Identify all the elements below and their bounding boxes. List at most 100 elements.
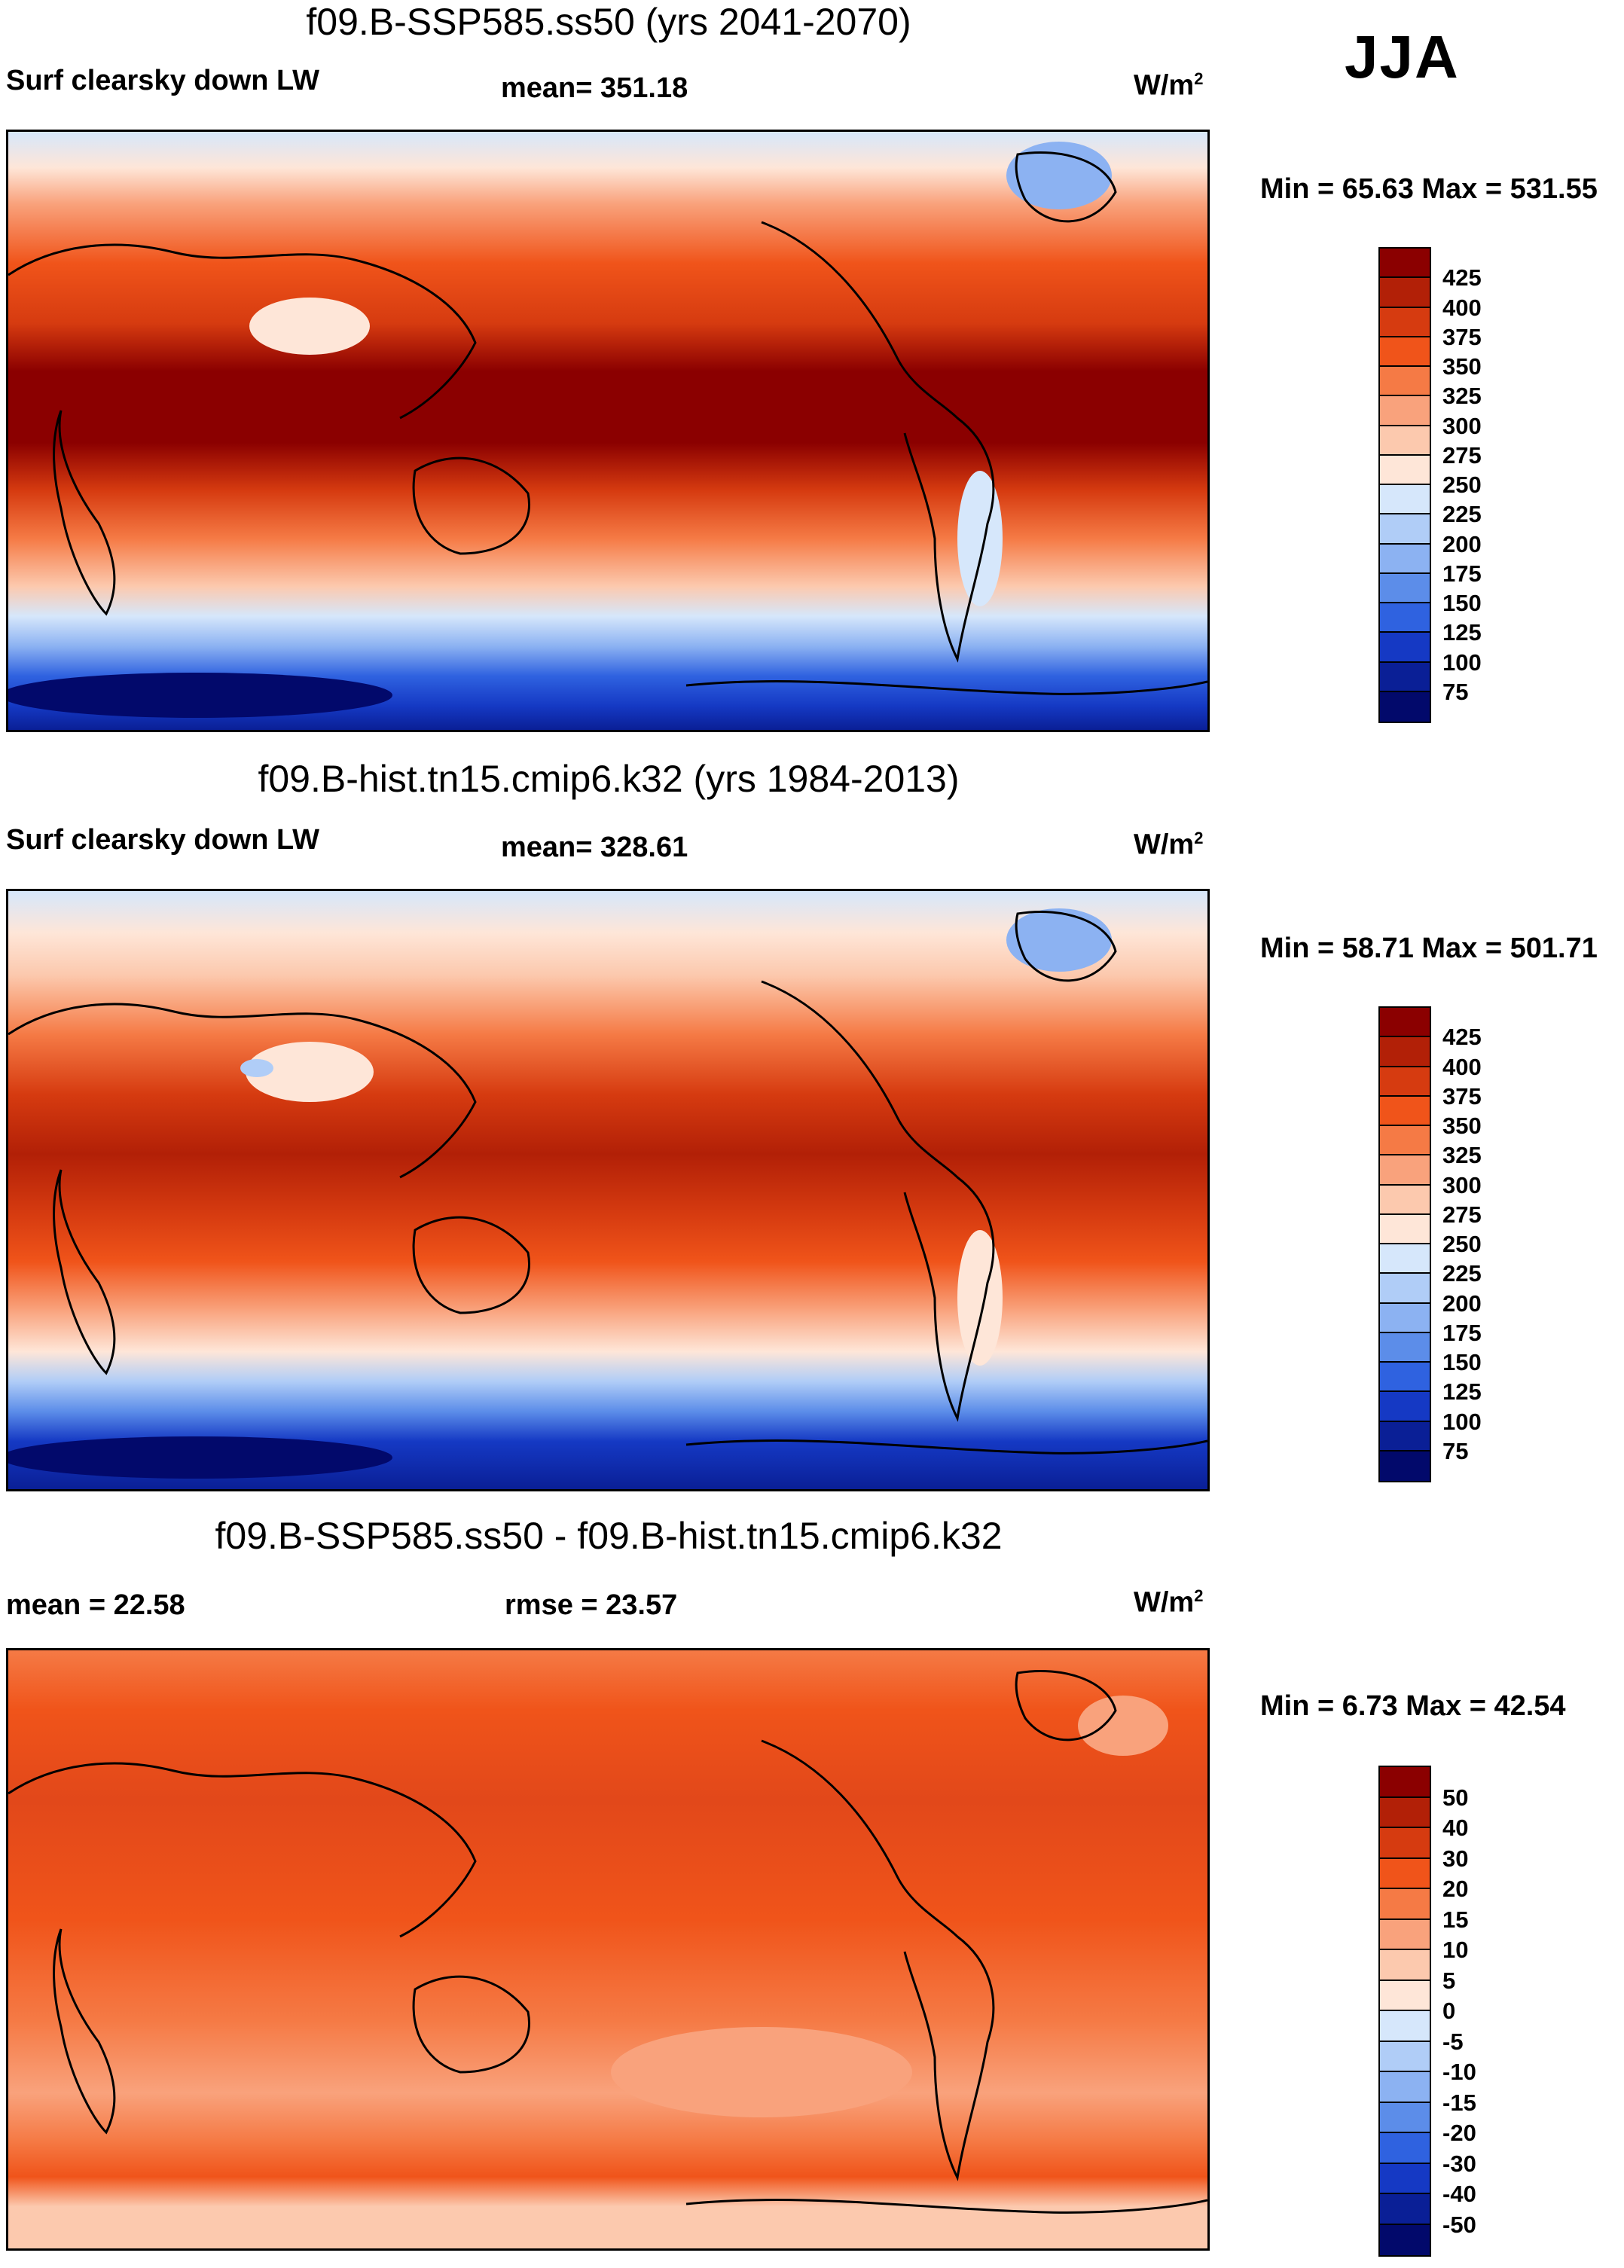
panel-3-minmax: Min = 6.73 Max = 42.54 bbox=[1260, 1690, 1566, 1722]
panel-2-minmax: Min = 58.71 Max = 501.71 bbox=[1260, 933, 1598, 964]
colorbar-tick-label: 75 bbox=[1442, 1437, 1469, 1464]
panel-3-map bbox=[6, 1648, 1210, 2251]
colorbar-tick-label: 100 bbox=[1442, 1408, 1482, 1435]
colorbar-tick-label: 200 bbox=[1442, 1290, 1482, 1317]
panel-1-tibet-plateau bbox=[249, 298, 370, 355]
panel-1-variable-label: Surf clearsky down LW bbox=[6, 65, 319, 96]
colorbar-swatch bbox=[1380, 249, 1430, 279]
colorbar-tick-label: 125 bbox=[1442, 619, 1482, 646]
colorbar-tick-label: 40 bbox=[1442, 1815, 1469, 1841]
panel-2-title: f09.B-hist.tn15.cmip6.k32 (yrs 1984-2013… bbox=[258, 758, 960, 800]
colorbar-tick-label: 400 bbox=[1442, 1053, 1482, 1080]
colorbar-tick-label: 50 bbox=[1442, 1784, 1469, 1811]
colorbar-swatch bbox=[1380, 1858, 1430, 1889]
colorbar-swatch bbox=[1380, 1950, 1430, 1981]
panel-2-colorbar bbox=[1378, 1006, 1431, 1482]
colorbar-swatch bbox=[1380, 307, 1430, 337]
panel-1-map bbox=[6, 130, 1210, 732]
colorbar-swatch bbox=[1380, 2163, 1430, 2194]
colorbar-tick-label: 150 bbox=[1442, 1349, 1482, 1375]
colorbar-tick-label: 275 bbox=[1442, 1201, 1482, 1228]
colorbar-tick-label: -5 bbox=[1442, 2028, 1464, 2055]
colorbar-tick-label: 225 bbox=[1442, 1260, 1482, 1287]
colorbar-tick-label: 225 bbox=[1442, 501, 1482, 528]
colorbar-tick-label: 325 bbox=[1442, 1142, 1482, 1169]
colorbar-swatch bbox=[1380, 1008, 1430, 1038]
colorbar-swatch bbox=[1380, 1185, 1430, 1215]
colorbar-tick-label: -30 bbox=[1442, 2150, 1476, 2177]
panel-3-mean-label: mean = 22.58 bbox=[6, 1589, 185, 1621]
panel-1-minmax: Min = 65.63 Max = 531.55 bbox=[1260, 173, 1598, 205]
colorbar-tick-label: 275 bbox=[1442, 441, 1482, 469]
panel-2-mean-label: mean= 328.61 bbox=[501, 832, 688, 863]
colorbar-tick-label: 350 bbox=[1442, 1113, 1482, 1139]
panel-3-title: f09.B-SSP585.ss50 - f09.B-hist.tn15.cmip… bbox=[215, 1515, 1003, 1557]
colorbar-swatch bbox=[1380, 337, 1430, 367]
colorbar-swatch bbox=[1380, 2194, 1430, 2225]
panel-1-colorbar bbox=[1378, 247, 1431, 723]
colorbar-tick-label: 0 bbox=[1442, 1998, 1456, 2024]
colorbar-swatch bbox=[1380, 1037, 1430, 1067]
colorbar-swatch bbox=[1380, 1421, 1430, 1451]
colorbar-swatch bbox=[1380, 426, 1430, 456]
panel-2-units: W/m2 bbox=[1134, 829, 1204, 861]
panel-1-antarctic-core bbox=[8, 673, 392, 718]
colorbar-swatch bbox=[1380, 633, 1430, 663]
colorbar-tick-label: 75 bbox=[1442, 678, 1469, 705]
colorbar-tick-label: 250 bbox=[1442, 1231, 1482, 1257]
colorbar-swatch bbox=[1380, 1363, 1430, 1393]
colorbar-swatch bbox=[1380, 455, 1430, 485]
panel-1-mean-label: mean= 351.18 bbox=[501, 72, 688, 104]
panel-1-units: W/m2 bbox=[1134, 69, 1204, 102]
colorbar-swatch bbox=[1380, 2072, 1430, 2103]
panel-3-units: W/m2 bbox=[1134, 1586, 1204, 1619]
colorbar-swatch bbox=[1380, 1332, 1430, 1363]
colorbar-swatch bbox=[1380, 1797, 1430, 1828]
colorbar-swatch bbox=[1380, 1828, 1430, 1859]
season-label: JJA bbox=[1345, 23, 1460, 90]
colorbar-swatch bbox=[1380, 1244, 1430, 1274]
colorbar-swatch bbox=[1380, 396, 1430, 426]
colorbar-swatch bbox=[1380, 1767, 1430, 1798]
colorbar-tick-label: 250 bbox=[1442, 472, 1482, 498]
colorbar-swatch bbox=[1380, 1214, 1430, 1244]
panel-3-rmse-label: rmse = 23.57 bbox=[505, 1589, 678, 1621]
panel-2-andes bbox=[957, 1230, 1003, 1366]
colorbar-tick-label: 350 bbox=[1442, 353, 1482, 380]
panel-2-map bbox=[6, 889, 1210, 1491]
colorbar-tick-label: 20 bbox=[1442, 1876, 1469, 1902]
colorbar-swatch bbox=[1380, 1889, 1430, 1920]
colorbar-swatch bbox=[1380, 1919, 1430, 1950]
colorbar-swatch bbox=[1380, 514, 1430, 545]
colorbar-tick-label: -10 bbox=[1442, 2059, 1476, 2085]
panel-2-coastlines bbox=[8, 910, 1207, 1455]
panel-2-greenland-ice bbox=[1006, 908, 1112, 972]
colorbar-tick-label: 100 bbox=[1442, 649, 1482, 676]
colorbar-tick-label: 375 bbox=[1442, 323, 1482, 350]
panel-2-variable-label: Surf clearsky down LW bbox=[6, 824, 319, 856]
colorbar-swatch bbox=[1380, 1096, 1430, 1126]
colorbar-tick-label: 375 bbox=[1442, 1082, 1482, 1110]
panel-1-andes bbox=[957, 471, 1003, 606]
colorbar-swatch bbox=[1380, 485, 1430, 515]
colorbar-swatch bbox=[1380, 662, 1430, 692]
panel-1-greenland-ice bbox=[1006, 142, 1112, 209]
colorbar-swatch bbox=[1380, 2224, 1430, 2255]
colorbar-tick-label: -20 bbox=[1442, 2120, 1476, 2146]
colorbar-swatch bbox=[1380, 544, 1430, 574]
colorbar-tick-label: 400 bbox=[1442, 294, 1482, 321]
colorbar-tick-label: 300 bbox=[1442, 412, 1482, 439]
colorbar-swatch bbox=[1380, 2011, 1430, 2042]
colorbar-tick-label: 125 bbox=[1442, 1378, 1482, 1406]
colorbar-tick-label: -50 bbox=[1442, 2211, 1476, 2238]
panel-1-coastlines bbox=[8, 151, 1207, 695]
panel-2-tibet-plateau bbox=[246, 1042, 374, 1102]
colorbar-swatch bbox=[1380, 2133, 1430, 2164]
colorbar-tick-label: 175 bbox=[1442, 560, 1482, 587]
colorbar-tick-label: -15 bbox=[1442, 2089, 1476, 2116]
colorbar-swatch bbox=[1380, 2102, 1430, 2133]
colorbar-tick-label: 425 bbox=[1442, 264, 1482, 292]
colorbar-swatch bbox=[1380, 691, 1430, 722]
colorbar-tick-label: 30 bbox=[1442, 1845, 1469, 1872]
colorbar-tick-label: 200 bbox=[1442, 530, 1482, 557]
